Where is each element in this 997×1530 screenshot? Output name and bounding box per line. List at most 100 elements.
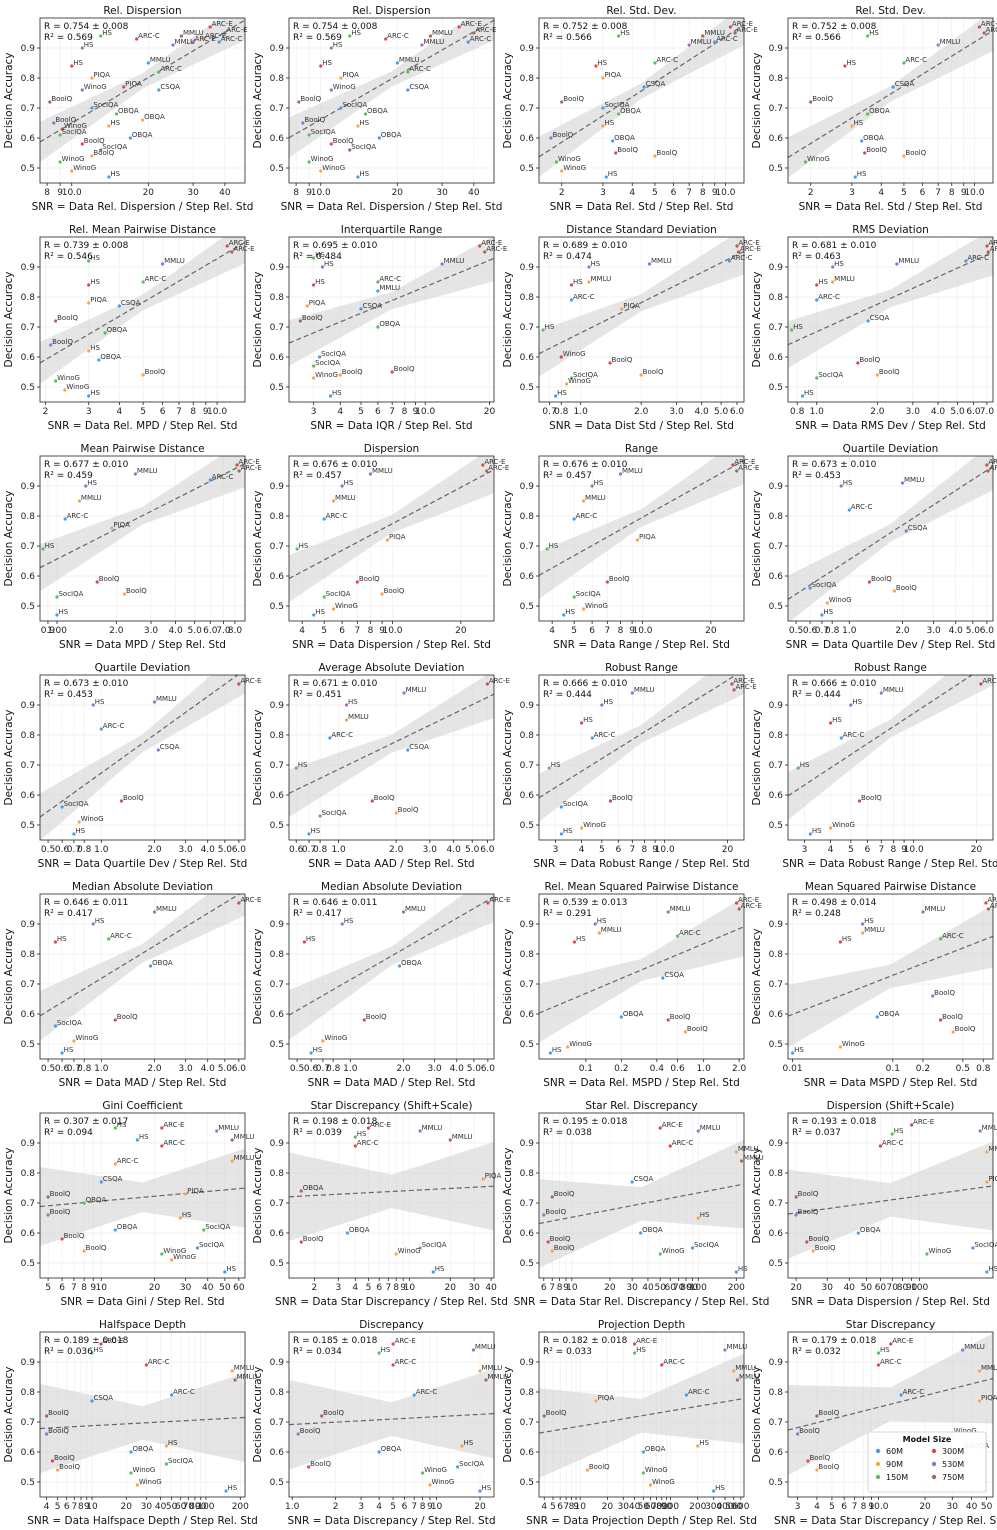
x-tick-label: 2.0 (870, 407, 885, 417)
x-tick-label: 0.7 (542, 407, 556, 417)
r2-value: R² = 0.291 (543, 909, 592, 919)
data-point (796, 766, 800, 770)
data-point-label: BoolQ (126, 587, 147, 595)
data-point-label: BoolQ (552, 131, 573, 139)
y-tick-label: 0.9 (520, 263, 535, 273)
y-tick-label: 0.7 (270, 1418, 284, 1428)
data-point (831, 280, 835, 284)
data-point (478, 1369, 482, 1373)
x-tick-label: 5 (550, 1502, 556, 1512)
r-value: R = 0.498 ± 0.014 (792, 898, 877, 908)
y-tick-label: 0.5 (21, 1259, 35, 1269)
data-point (297, 100, 301, 104)
data-point (305, 304, 309, 308)
y-axis-label: Decision Accuracy (751, 710, 763, 806)
data-point-label: MMLU (422, 1124, 443, 1132)
data-point (296, 1432, 300, 1436)
x-tick-label: 30 (626, 1283, 638, 1293)
data-point-label: ARC-C (409, 65, 431, 73)
data-point (319, 169, 323, 173)
data-point-label: MMLU (432, 29, 453, 37)
y-tick-label: 0.8 (21, 74, 36, 84)
data-point (820, 613, 824, 617)
data-point-label: HS (857, 170, 867, 178)
y-axis-label: Decision Accuracy (751, 491, 763, 587)
x-tick-label: 2.0 (109, 626, 124, 636)
y-tick-label: 0.6 (21, 791, 36, 801)
data-point-label: SocIQA (62, 128, 87, 136)
data-point-label: ARC-E (892, 1337, 913, 1345)
confidence-band (289, 675, 494, 818)
y-tick-label: 0.9 (21, 482, 36, 492)
data-point-label: MMLU (601, 926, 622, 934)
data-point (986, 250, 990, 254)
data-point (431, 1270, 435, 1274)
data-point-label: BoolQ (861, 794, 882, 802)
data-point (377, 1450, 381, 1454)
axes-frame (538, 17, 745, 184)
x-tick-label: 4 (549, 626, 555, 636)
y-tick-label: 0.7 (769, 323, 783, 333)
x-tick-label: 4.0 (949, 626, 964, 636)
y-tick-label: 0.8 (520, 950, 535, 960)
x-tick-label: 8 (293, 188, 299, 198)
data-point-label: ARC-E (475, 26, 496, 34)
data-point (70, 64, 74, 68)
data-point (80, 88, 84, 92)
data-point (230, 1369, 234, 1373)
x-tick-label: 6.0 (980, 626, 995, 636)
data-point-label: HS (90, 389, 100, 397)
x-tick-label: 3 (553, 845, 559, 855)
y-tick-label: 0.5 (21, 1040, 35, 1050)
y-axis-label: Decision Accuracy (252, 491, 264, 587)
y-axis-label: Decision Accuracy (252, 929, 264, 1025)
data-point-label: WinoG (333, 83, 356, 91)
data-point (370, 799, 374, 803)
data-point (734, 1150, 738, 1154)
x-axis-label: SNR = Data MAD / Step Rel. Std (59, 1077, 227, 1089)
data-point (391, 1342, 395, 1346)
chart-title: Rel. Dispersion (352, 5, 430, 17)
data-point-label: HS (84, 41, 94, 49)
data-point-label: WinoG (563, 350, 586, 358)
y-tick-label: 0.9 (769, 44, 784, 54)
data-point-label: CSQA (362, 302, 382, 310)
data-point (77, 820, 81, 824)
data-point (696, 1444, 700, 1448)
y-axis-label: Decision Accuracy (751, 1367, 763, 1463)
data-point-label: ARC-E (732, 20, 753, 28)
x-axis-label: SNR = Data Rel. MSPD / Step Rel. Std (543, 1077, 740, 1089)
data-point-label: HS (620, 29, 630, 37)
data-point (448, 1138, 452, 1142)
data-point-label: BoolQ (612, 794, 633, 802)
y-tick-label: 0.6 (270, 1448, 285, 1458)
data-point (329, 46, 333, 50)
data-point (853, 175, 857, 179)
x-tick-label: 3.0 (906, 407, 921, 417)
data-point (641, 1471, 645, 1475)
y-tick-label: 0.6 (270, 572, 285, 582)
data-point (712, 1489, 716, 1493)
r-value: R = 0.539 ± 0.013 (543, 898, 627, 908)
data-point-label: ARC-E (461, 20, 482, 28)
data-point (660, 1363, 664, 1367)
data-point (328, 736, 332, 740)
x-tick-label: 600 (732, 1502, 749, 1512)
x-tick-label: 10 (574, 1502, 586, 1512)
data-point-label: HS (435, 1265, 445, 1273)
data-point (128, 136, 132, 140)
data-point-label: MMLU (864, 926, 885, 934)
data-point-label: ARC-C (416, 1388, 438, 1396)
data-point (585, 1468, 589, 1472)
data-point-label: BoolQ (342, 368, 363, 376)
chart-title: Range (625, 443, 658, 455)
x-tick-label: 10 (431, 1502, 443, 1512)
data-point (348, 148, 352, 152)
data-point-label: CSQA (409, 743, 429, 751)
x-tick-label: 200 (689, 1502, 706, 1512)
data-point (902, 154, 906, 158)
data-point (87, 394, 91, 398)
data-point-label: BoolQ (51, 95, 72, 103)
data-point-label: BoolQ (809, 1454, 830, 1462)
